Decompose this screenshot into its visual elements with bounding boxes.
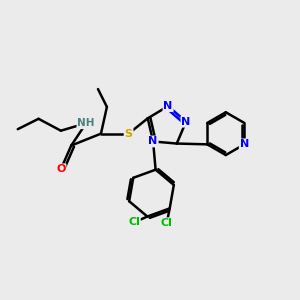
Text: O: O (56, 164, 65, 174)
Text: Cl: Cl (128, 218, 140, 227)
Text: S: S (124, 129, 133, 139)
Text: NH: NH (77, 118, 95, 128)
Text: N: N (182, 117, 191, 127)
Text: Cl: Cl (161, 218, 173, 228)
Text: N: N (164, 101, 173, 111)
Text: N: N (240, 140, 249, 149)
Text: N: N (148, 136, 158, 146)
